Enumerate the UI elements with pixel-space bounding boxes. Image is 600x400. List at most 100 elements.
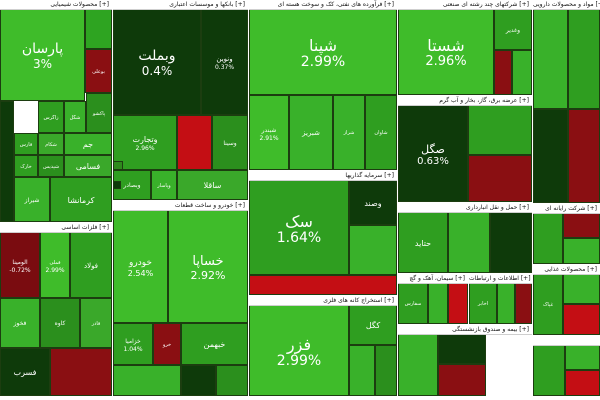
sector-block[interactable]: آلومینا -0.72% فملی 2.99% فولاد فخوز کاوه فاذر ف… [0,223,112,396]
stock-tile[interactable]: ونوین 0.37% [201,9,248,115]
sector-block[interactable]: حتاید حمل و نقل انبارداری [+] [398,203,532,273]
stock-tile[interactable]: پاکشو [86,93,112,133]
stock-tile[interactable]: صگل 0.63% [398,105,468,202]
sector-title[interactable] [533,336,600,346]
sector-title[interactable]: حمل و نقل انبارداری [+] [398,203,532,213]
stock-tile[interactable]: شبریز [289,95,333,170]
sector-block[interactable]: پارسان 3% بوعلی زاگرس شگل پاکشو فارس شکام جم خارک… [0,0,112,222]
stock-tile[interactable]: ساقلا [177,170,248,200]
stock-tile[interactable] [468,105,532,155]
stock-tile[interactable] [428,283,448,324]
stock-tile[interactable]: حتاید [398,212,448,273]
stock-tile[interactable] [375,345,397,396]
sector-block[interactable]: خودرو 2.54% خساپا 2.92% خزامیا 1.04% خرو خبهمن خ… [113,201,248,396]
stock-tile[interactable] [512,50,532,95]
stock-tile[interactable] [438,364,486,396]
stock-tile[interactable]: وصند [349,180,397,225]
stock-tile[interactable]: کرمانشا [50,177,112,222]
stock-tile[interactable]: شبندر 2.91% [249,95,289,170]
stock-tile[interactable]: وبملت 0.4% [113,9,201,115]
sector-title[interactable]: مواد و محصولات دارویی [+] [533,0,600,10]
stock-tile[interactable]: فملی 2.99% [40,232,70,298]
stock-tile[interactable] [50,348,112,396]
stock-tile[interactable]: شپدیس [38,155,64,177]
stock-tile[interactable]: آلومینا -0.72% [0,232,40,298]
stock-tile[interactable]: وتجارت 2.96% [113,115,177,170]
sector-title[interactable]: محصولات شیمیایی [+] [0,0,112,10]
sector-block[interactable]: صگل 0.63% عرضه برق، گاز، بخار و آب گرم [+] [398,96,532,202]
stock-tile[interactable] [533,345,565,396]
stock-tile[interactable] [497,283,515,324]
stock-tile[interactable] [448,212,490,273]
stock-tile[interactable]: خبهمن [181,323,248,365]
stock-tile[interactable]: خزامیا 1.04% [113,323,153,365]
sector-block[interactable]: شستا 2.96% وغدیر شرکتهای چند رشته ای صنعتی … [398,0,532,95]
sector-title[interactable]: عرضه برق، گاز، بخار و آب گرم [+] [398,96,532,106]
stock-tile[interactable] [565,370,600,396]
stock-tile[interactable] [565,345,600,370]
stock-tile[interactable]: وغدیر [494,9,532,50]
stock-tile[interactable]: خارک [14,155,38,177]
sector-block[interactable]: غپاک محصولات غذایی [+] [533,265,600,335]
stock-tile[interactable] [0,101,14,222]
stock-tile[interactable]: غپاک [533,274,563,335]
stock-tile[interactable]: شاوان [365,95,397,170]
stock-tile[interactable] [85,9,112,49]
stock-tile[interactable]: کاوه [40,298,80,348]
sector-title[interactable]: شرکتهای چند رشته ای صنعتی [+] [398,0,532,10]
stock-tile[interactable]: شستا 2.96% [398,9,494,95]
stock-tile[interactable] [438,334,486,364]
stock-tile[interactable] [515,283,532,324]
stock-tile[interactable] [113,161,123,170]
stock-tile[interactable] [568,109,600,203]
stock-tile[interactable]: فخوز [0,298,40,348]
stock-tile[interactable] [398,334,438,396]
sector-title[interactable]: شرکت رایانه ای [+] [533,204,600,214]
stock-tile[interactable] [533,213,563,264]
stock-tile[interactable]: پارسان 3% [0,9,85,101]
sector-block[interactable]: وبملت 0.4% ونوین 0.37% وتجارت 2.96% وبصادر وپاس… [113,0,248,200]
stock-tile[interactable]: فارس [14,133,38,155]
sector-title[interactable]: فرآورده های نفتی، کک و سوخت هسته ای [+] [249,0,397,10]
stock-tile[interactable]: جم [64,133,112,155]
stock-tile[interactable]: شراز [333,95,365,170]
stock-tile[interactable]: فولاد [70,232,112,298]
sector-title[interactable]: محصولات غذایی [+] [533,265,600,275]
stock-tile[interactable] [563,238,600,264]
stock-tile[interactable]: خرو [153,323,181,365]
stock-tile[interactable] [177,115,212,170]
stock-tile[interactable] [349,345,375,396]
stock-tile[interactable]: خساپا 2.92% [168,210,248,323]
stock-tile[interactable] [490,212,532,273]
sector-block[interactable]: شرکت رایانه ای [+] [533,204,600,264]
stock-tile[interactable] [533,9,568,109]
stock-tile[interactable] [448,283,468,324]
stock-tile[interactable] [563,274,600,304]
stock-tile[interactable]: خودرو 2.54% [113,210,168,323]
sector-title[interactable]: خودرو و ساخت قطعات [+] [113,201,248,211]
stock-tile[interactable]: شگل [64,101,86,133]
stock-tile[interactable]: فسرب [0,348,50,396]
sector-title[interactable]: اطلاعات و ارتباطات [+] [469,274,532,284]
sector-block[interactable]: سفارس سیمان، آهک و گچ [+] [398,274,468,324]
stock-tile[interactable]: سفارس [398,283,428,324]
stock-tile[interactable] [568,9,600,109]
stock-tile[interactable] [563,213,600,238]
sector-block[interactable]: شپنا 2.99% شبندر 2.91% شبریز شراز شاوان فرآورده… [249,0,397,170]
stock-tile[interactable] [113,365,181,396]
stock-tile[interactable]: فزر 2.99% [249,305,349,396]
stock-tile[interactable] [249,275,397,295]
stock-tile[interactable] [349,225,397,275]
stock-tile[interactable]: زاگرس [38,101,64,133]
stock-tile[interactable]: کگل [349,305,397,345]
sector-title[interactable]: سرمایه گذاریها [+] [249,171,397,181]
stock-tile[interactable] [181,365,216,396]
sector-block[interactable]: بیمه و صندوق بازنشستگی [+] [398,325,532,396]
stock-tile[interactable] [533,109,568,203]
sector-title[interactable]: فلزات اساسی [+] [0,223,112,233]
stock-tile[interactable] [468,155,532,202]
sector-title[interactable]: بیمه و صندوق بازنشستگی [+] [398,325,532,335]
sector-block[interactable]: فزر 2.99% کگل استخراج کانه های فلزی [+] [249,296,397,396]
stock-tile[interactable] [113,181,121,189]
stock-tile[interactable]: وپاسار [151,170,177,200]
